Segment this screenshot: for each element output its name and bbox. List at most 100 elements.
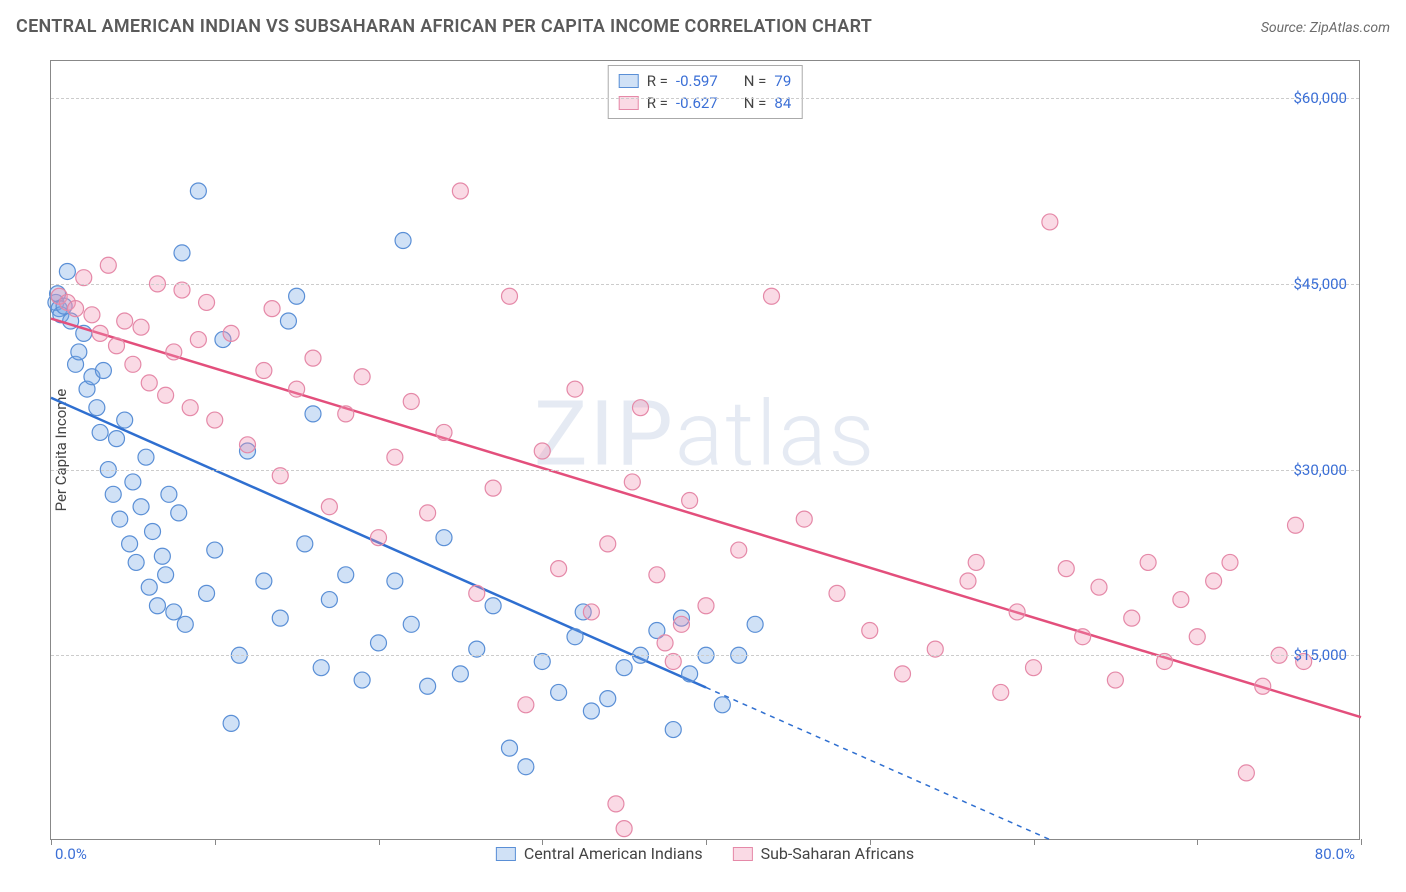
legend-swatch: [619, 74, 639, 88]
data-point-ssa: [1173, 592, 1189, 608]
data-point-cai: [128, 554, 144, 570]
data-point-ssa: [289, 381, 305, 397]
data-point-ssa: [673, 616, 689, 632]
data-point-cai: [59, 263, 75, 279]
data-point-ssa: [583, 604, 599, 620]
data-point-cai: [92, 424, 108, 440]
data-point-cai: [223, 715, 239, 731]
plot-area: ZIPatlas Per Capita Income R =-0.597N =7…: [50, 60, 1360, 840]
data-point-cai: [171, 505, 187, 521]
header: CENTRAL AMERICAN INDIAN VS SUBSAHARAN AF…: [16, 16, 1390, 37]
x-tick: [51, 839, 52, 845]
x-tick: [542, 839, 543, 845]
data-point-ssa: [968, 554, 984, 570]
data-point-cai: [485, 598, 501, 614]
data-point-ssa: [354, 369, 370, 385]
data-point-cai: [420, 678, 436, 694]
data-point-cai: [177, 616, 193, 632]
r-label: R =: [647, 72, 668, 90]
data-point-ssa: [1124, 610, 1140, 626]
y-tick-label: $60,000: [1293, 89, 1347, 107]
data-point-ssa: [199, 294, 215, 310]
data-point-ssa: [633, 400, 649, 416]
data-point-ssa: [469, 585, 485, 601]
data-point-ssa: [240, 437, 256, 453]
data-point-ssa: [829, 585, 845, 601]
legend-stat-row-cai: R =-0.597N =79: [619, 70, 792, 92]
data-point-cai: [154, 548, 170, 564]
data-point-cai: [280, 313, 296, 329]
data-point-cai: [616, 660, 632, 676]
data-point-cai: [109, 431, 125, 447]
data-point-cai: [583, 703, 599, 719]
data-point-ssa: [1042, 214, 1058, 230]
data-point-cai: [122, 536, 138, 552]
gridline: [51, 98, 1359, 99]
data-point-ssa: [133, 319, 149, 335]
data-point-cai: [371, 635, 387, 651]
data-point-ssa: [207, 412, 223, 428]
chart-title: CENTRAL AMERICAN INDIAN VS SUBSAHARAN AF…: [16, 16, 872, 37]
data-point-cai: [338, 567, 354, 583]
trend-line-dashed-cai: [706, 687, 1053, 841]
data-point-ssa: [600, 536, 616, 552]
data-point-ssa: [256, 363, 272, 379]
data-point-ssa: [1091, 579, 1107, 595]
data-point-cai: [166, 604, 182, 620]
data-point-cai: [105, 486, 121, 502]
gridline: [51, 284, 1359, 285]
data-point-ssa: [567, 381, 583, 397]
data-point-cai: [665, 722, 681, 738]
data-point-ssa: [387, 449, 403, 465]
data-point-ssa: [436, 424, 452, 440]
legend-item-ssa: Sub-Saharan Africans: [733, 844, 915, 863]
data-point-cai: [682, 666, 698, 682]
legend-stat-row-ssa: R =-0.627N =84: [619, 92, 792, 114]
data-point-ssa: [403, 393, 419, 409]
data-point-ssa: [796, 511, 812, 527]
data-point-cai: [305, 406, 321, 422]
data-point-ssa: [608, 796, 624, 812]
data-point-cai: [145, 523, 161, 539]
data-point-ssa: [649, 567, 665, 583]
data-point-cai: [321, 592, 337, 608]
y-tick-label: $45,000: [1293, 275, 1347, 293]
data-point-cai: [256, 573, 272, 589]
data-point-ssa: [166, 344, 182, 360]
data-point-cai: [125, 474, 141, 490]
legend-stats: R =-0.597N =79R =-0.627N =84: [608, 65, 803, 119]
data-point-ssa: [1255, 678, 1271, 694]
data-point-cai: [95, 363, 111, 379]
n-label: N =: [744, 94, 767, 112]
data-point-ssa: [551, 561, 567, 577]
source-label: Source:: [1261, 20, 1306, 36]
x-axis-end-label: 80.0%: [1315, 845, 1355, 863]
r-value: -0.597: [676, 72, 718, 90]
r-label: R =: [647, 94, 668, 112]
data-point-cai: [199, 585, 215, 601]
data-point-cai: [518, 759, 534, 775]
source: Source: ZipAtlas.com: [1261, 20, 1390, 36]
legend-label: Central American Indians: [524, 844, 703, 863]
chart-container: CENTRAL AMERICAN INDIAN VS SUBSAHARAN AF…: [0, 0, 1406, 892]
data-point-cai: [567, 629, 583, 645]
data-point-ssa: [1140, 554, 1156, 570]
data-point-ssa: [158, 387, 174, 403]
data-point-cai: [207, 542, 223, 558]
data-point-ssa: [518, 697, 534, 713]
data-point-cai: [714, 697, 730, 713]
data-point-ssa: [1075, 629, 1091, 645]
data-point-cai: [149, 598, 165, 614]
x-tick: [215, 839, 216, 845]
data-point-ssa: [862, 623, 878, 639]
source-name: ZipAtlas.com: [1310, 20, 1390, 36]
data-point-cai: [117, 412, 133, 428]
data-point-cai: [289, 288, 305, 304]
data-point-cai: [387, 573, 403, 589]
data-point-cai: [403, 616, 419, 632]
data-point-ssa: [534, 443, 550, 459]
data-point-ssa: [420, 505, 436, 521]
data-point-ssa: [1009, 604, 1025, 620]
y-tick-label: $30,000: [1293, 461, 1347, 479]
data-point-cai: [174, 245, 190, 261]
